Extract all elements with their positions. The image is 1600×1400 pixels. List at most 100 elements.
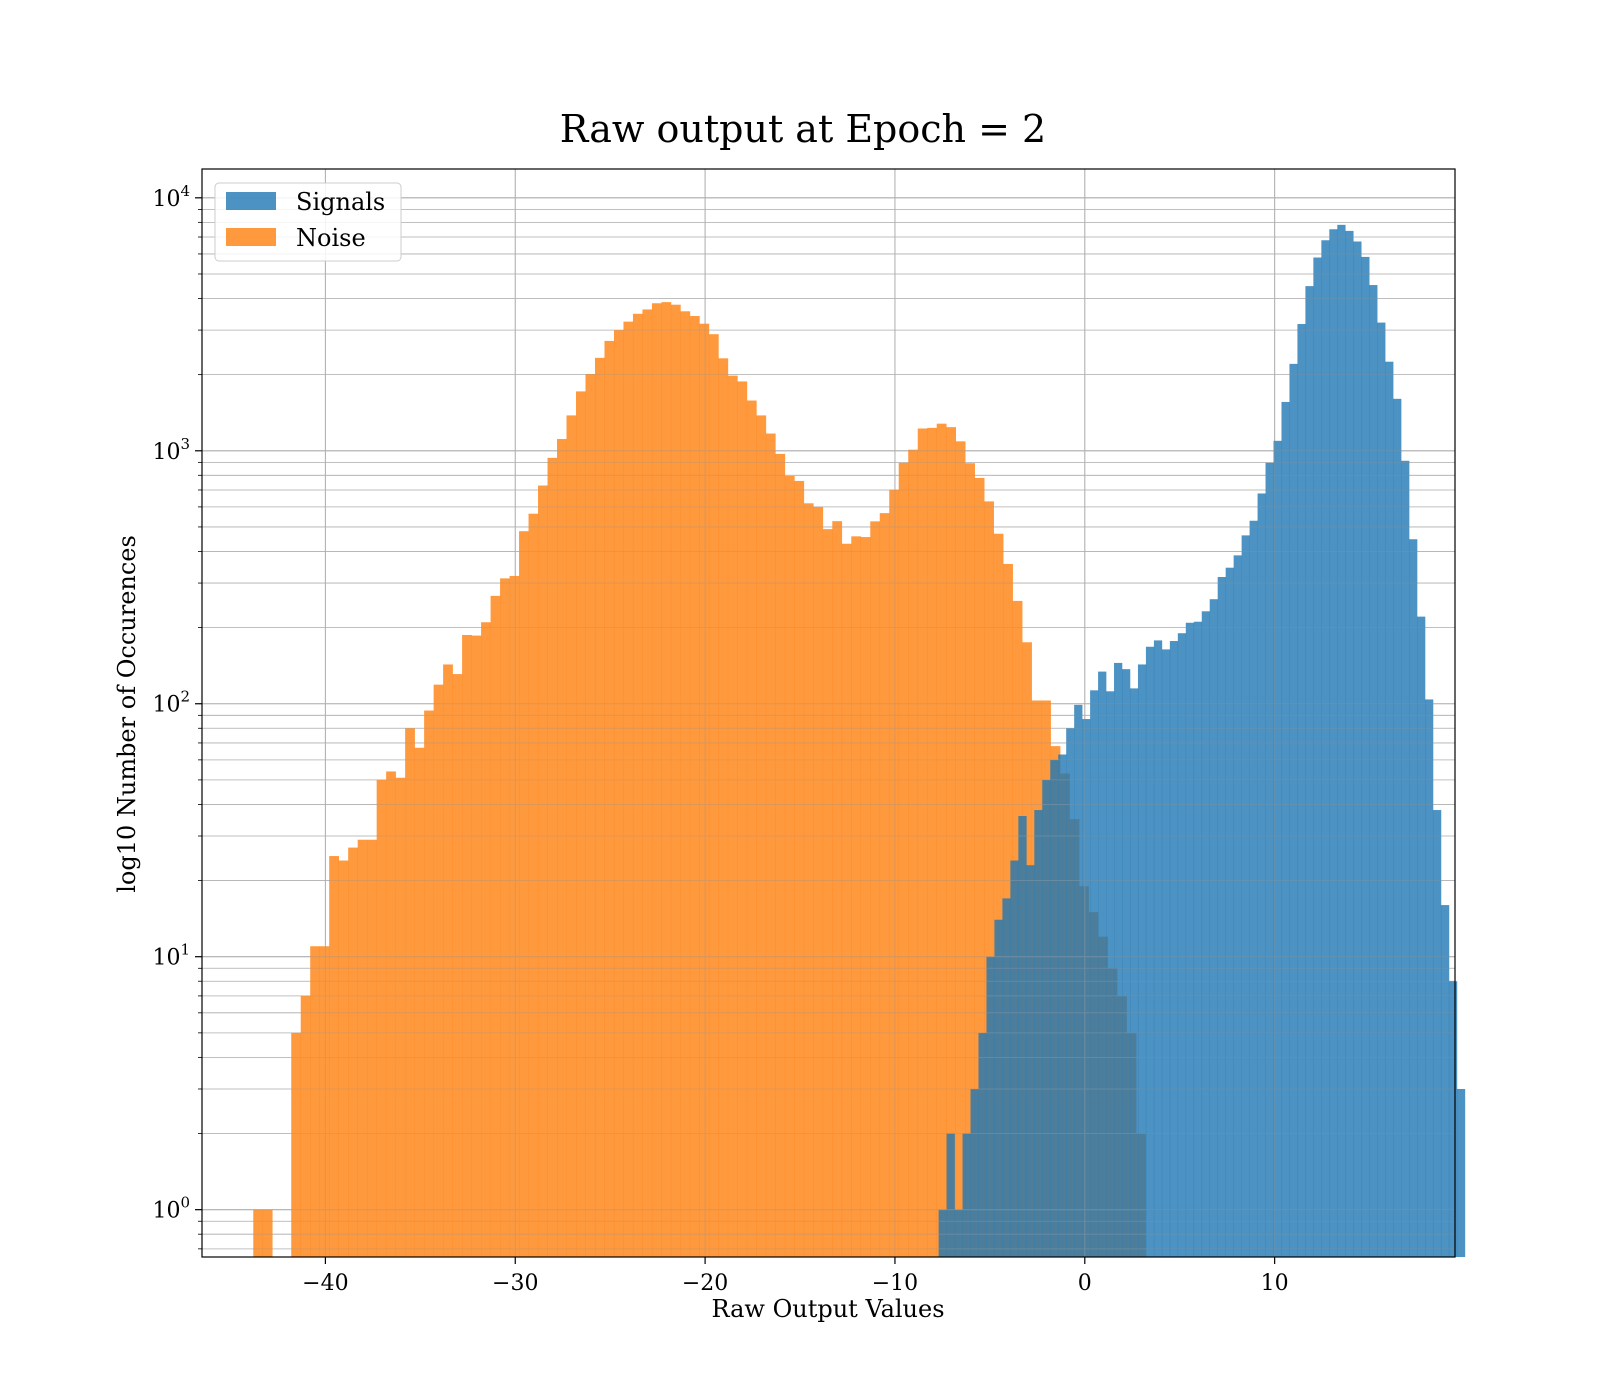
- noise-bar: [718, 358, 729, 1257]
- y-axis-label: log10 Number of Occurences: [113, 535, 141, 893]
- noise-bar: [993, 533, 1004, 1257]
- noise-bar: [405, 728, 415, 1257]
- signals-bar: [994, 919, 1003, 1257]
- noise-bar: [443, 664, 453, 1257]
- signals-bar: [1273, 440, 1282, 1257]
- signals-bar: [1409, 539, 1418, 1257]
- signals-bar: [1026, 865, 1035, 1257]
- signals-bar: [1042, 779, 1051, 1257]
- x-axis-ticks: −40 −30 −20 −10 0 10: [302, 1257, 1289, 1296]
- y-tick-label: 103: [152, 435, 190, 465]
- signals-bar: [1281, 401, 1290, 1258]
- signals-bar: [954, 1209, 963, 1257]
- noise-bar: [946, 427, 956, 1257]
- signals-bar: [1050, 759, 1059, 1257]
- noise-bar: [424, 710, 434, 1257]
- noise-bar: [357, 839, 368, 1257]
- signals-bar: [1106, 691, 1115, 1257]
- noise-bar: [832, 521, 843, 1257]
- signals-bar: [1074, 704, 1083, 1257]
- noise-bar: [329, 856, 339, 1257]
- signals-bar: [1153, 640, 1163, 1257]
- noise-bar: [765, 433, 776, 1257]
- signals-bar: [1432, 810, 1442, 1257]
- noise-bar: [727, 375, 738, 1257]
- noise-bar: [319, 946, 330, 1257]
- signals-bar: [962, 1133, 971, 1257]
- plot-frame: [201, 168, 1456, 1258]
- noise-bar: [576, 391, 586, 1257]
- signals-bar: [1313, 257, 1322, 1257]
- noise-bar: [310, 946, 321, 1257]
- signals-bar: [1233, 555, 1242, 1257]
- chart-title: Raw output at Epoch = 2: [560, 107, 1046, 151]
- signals-bar: [1185, 622, 1195, 1257]
- noise-bar: [689, 316, 700, 1257]
- noise-bar: [889, 489, 900, 1257]
- noise-bar: [604, 340, 615, 1258]
- noise-bar: [955, 441, 966, 1257]
- signals-bar: [1456, 1088, 1466, 1257]
- signals-bar: [1425, 699, 1434, 1257]
- noise-bar: [414, 747, 425, 1257]
- signals-bar: [1225, 567, 1234, 1257]
- noise-bar: [841, 543, 852, 1257]
- noise-bar: [917, 428, 928, 1257]
- noise-bar: [623, 321, 634, 1258]
- noise-bar: [490, 595, 501, 1257]
- signals-bar: [1401, 460, 1410, 1257]
- noise-bar: [651, 303, 662, 1258]
- noise-bar: [300, 995, 311, 1257]
- signals-bar: [1114, 662, 1123, 1257]
- signals-bar: [1090, 690, 1099, 1257]
- signals-bar: [1305, 286, 1314, 1257]
- signals-bar: [1082, 719, 1091, 1257]
- signals-bar: [1249, 520, 1258, 1257]
- signals-bar: [1129, 688, 1139, 1257]
- signals-bar: [1361, 256, 1370, 1257]
- y-tick-label: 104: [152, 182, 190, 212]
- noise-bar: [737, 381, 748, 1257]
- noise-bar: [860, 537, 871, 1257]
- noise-bar: [699, 323, 710, 1257]
- noise-bar: [803, 503, 814, 1257]
- signals-bar: [1369, 285, 1378, 1257]
- signals-bar: [1122, 669, 1131, 1257]
- signals-bar: [1297, 324, 1306, 1257]
- y-axis-ticks: 100 101 102 103 104: [152, 182, 202, 1250]
- noise-bar: [784, 475, 795, 1257]
- signals-bar: [1161, 649, 1171, 1257]
- signals-bar: [1257, 493, 1266, 1258]
- signals-bar: [986, 956, 995, 1257]
- noise-bar: [794, 480, 805, 1257]
- y-tick-label: 100: [152, 1194, 190, 1224]
- y-tick-label: 102: [152, 688, 190, 718]
- noise-bar: [927, 427, 938, 1257]
- signals-bar: [1321, 240, 1330, 1257]
- legend-label-noise: Noise: [296, 224, 366, 252]
- x-tick-label: 0: [1078, 1271, 1092, 1296]
- noise-bar: [338, 860, 349, 1257]
- signals-bar: [1201, 611, 1211, 1257]
- noise-bar: [642, 309, 653, 1257]
- signals-bar: [1337, 224, 1346, 1257]
- signals-bar: [1193, 621, 1203, 1257]
- x-tick-label: −30: [492, 1271, 538, 1296]
- signals-bar: [1058, 754, 1067, 1257]
- x-tick-label: −10: [872, 1271, 918, 1296]
- signals-bar: [1217, 576, 1226, 1257]
- noise-bar: [661, 302, 672, 1257]
- signals-bar: [1289, 363, 1298, 1257]
- noise-bar: [870, 521, 881, 1257]
- y-tick-label: 101: [152, 941, 190, 971]
- signals-bar: [1448, 981, 1458, 1257]
- signals-bar: [1265, 462, 1274, 1258]
- noise-bar: [775, 453, 786, 1258]
- noise-bar: [538, 485, 548, 1258]
- noise-bar: [433, 684, 444, 1257]
- signals-bar: [1393, 398, 1402, 1257]
- noise-bar: [670, 304, 681, 1257]
- noise-bar: [708, 334, 719, 1257]
- signals-bar: [1098, 671, 1107, 1257]
